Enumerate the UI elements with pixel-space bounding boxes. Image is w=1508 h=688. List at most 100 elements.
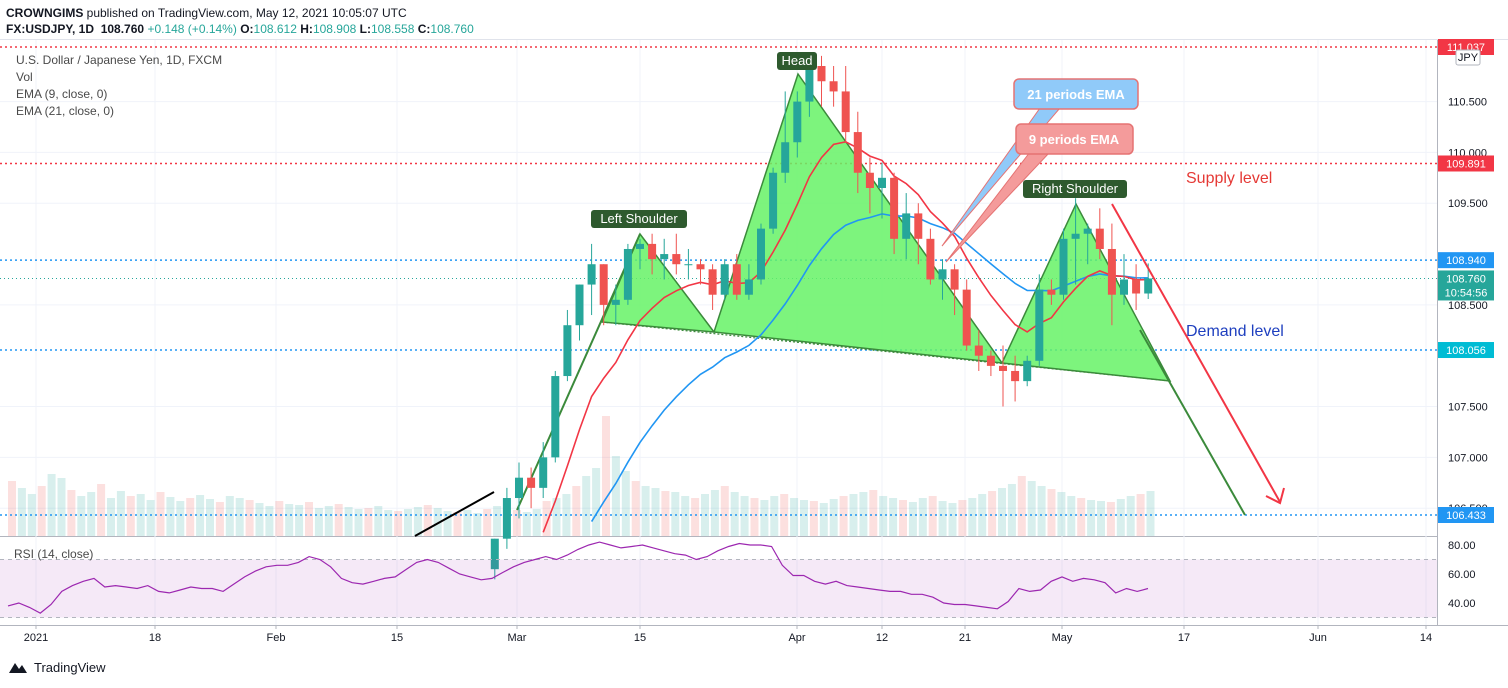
legend-rsi[interactable]: RSI (14, close) xyxy=(14,547,94,561)
publisher-name[interactable]: CROWNGIMS xyxy=(6,6,84,20)
volume-bar xyxy=(97,484,106,536)
volume-bar xyxy=(631,481,640,536)
publisher-line: CROWNGIMS published on TradingView.com, … xyxy=(6,5,474,21)
footer-brand[interactable]: TradingView xyxy=(8,660,106,675)
candle-body xyxy=(515,477,523,499)
time-tick-label: 21 xyxy=(959,632,971,644)
volume-bar xyxy=(552,498,561,536)
volume-bar xyxy=(344,507,353,536)
volume-bar xyxy=(116,491,125,536)
volume-bar xyxy=(225,496,234,536)
open-label: O: xyxy=(240,22,254,36)
volume-bar xyxy=(730,492,739,536)
volume-bar xyxy=(314,508,323,536)
rsi-line xyxy=(7,541,1149,614)
price-badge xyxy=(1438,252,1494,269)
candle-body xyxy=(926,238,935,280)
volume-bar xyxy=(750,498,759,536)
candle-body xyxy=(575,284,584,326)
volume-bar xyxy=(77,496,86,536)
candle-body xyxy=(672,254,681,265)
volume-bar xyxy=(720,486,729,536)
time-axis[interactable]: 2021 18 Feb 15 Mar 15 Apr 12 21 May 17 Jun 14 xyxy=(24,625,1432,644)
volume-bar xyxy=(819,503,828,536)
volume-bar xyxy=(542,501,551,536)
head-label-bg xyxy=(777,52,817,70)
currency-badge[interactable] xyxy=(1455,49,1481,66)
volume-bar xyxy=(1017,476,1026,536)
legend-ema9[interactable]: EMA (9, close, 0) xyxy=(16,87,108,101)
ema9-callout-label: 9 periods EMA xyxy=(1029,132,1120,147)
ema21-callout-label: 21 periods EMA xyxy=(1027,87,1125,102)
published-text: published on TradingView.com, May 12, 20… xyxy=(83,6,407,20)
legend-ema21[interactable]: EMA (21, close, 0) xyxy=(16,104,115,118)
candle-body xyxy=(1059,238,1068,295)
close-label: C: xyxy=(417,22,431,36)
right-shoulder-label-bg xyxy=(1023,180,1127,198)
candle-body xyxy=(1120,279,1128,295)
currency-badge-label: JPY xyxy=(1458,52,1479,64)
volume-bar xyxy=(592,468,601,536)
high-label: H: xyxy=(300,22,313,36)
annotations: Head Left Shoulder Right Shoulder 21 period… xyxy=(591,52,1285,505)
rally-trendline xyxy=(516,233,641,511)
volume-bar xyxy=(899,500,907,536)
volume-bar xyxy=(760,500,769,536)
candle-body xyxy=(1011,370,1020,382)
candle-body xyxy=(551,376,560,458)
rsi-band-fill xyxy=(0,559,1437,618)
candle-body xyxy=(757,228,765,280)
volume-bar xyxy=(681,496,690,536)
demand-level-label: Demand level xyxy=(1186,323,1284,340)
candle-body xyxy=(878,177,886,188)
rsi-tick-label: 60.00 xyxy=(1448,569,1476,581)
candle-body xyxy=(902,213,911,239)
volume-bar xyxy=(176,501,185,536)
time-tick-label: Feb xyxy=(267,632,286,644)
time-tick-label: 15 xyxy=(391,632,403,644)
low-value: 108.558 xyxy=(371,22,415,36)
volume-bar xyxy=(235,498,244,536)
volume-bar xyxy=(800,500,808,536)
volume-bar xyxy=(918,498,927,536)
candle-body xyxy=(660,254,669,260)
candle-body xyxy=(938,269,947,280)
time-tick-label: 17 xyxy=(1178,632,1190,644)
volume-bar xyxy=(334,504,343,536)
volume-bar xyxy=(1057,492,1066,536)
price-axis[interactable]: 110.500110.000109.500108.500107.500107.0… xyxy=(1438,39,1494,610)
time-tick-label: Mar xyxy=(508,632,527,644)
volume-bar xyxy=(998,488,1006,536)
tradingview-logo-icon xyxy=(9,662,27,673)
volume-bar xyxy=(57,478,66,536)
symbol-label[interactable]: FX:USDJPY, 1D xyxy=(6,22,95,36)
legend-title[interactable]: U.S. Dollar / Japanese Yen, 1D, FXCM xyxy=(16,53,223,67)
price-badge xyxy=(1438,284,1494,301)
volume-bar xyxy=(423,505,432,536)
candle-body xyxy=(1132,279,1141,294)
candle-body xyxy=(599,264,608,305)
candle-body xyxy=(720,264,729,295)
rsi-pane xyxy=(0,541,1437,618)
volume-bar xyxy=(522,512,531,536)
volume-bar xyxy=(908,502,917,536)
candle-body xyxy=(805,66,814,102)
volume-bar xyxy=(463,510,472,536)
volume-bar xyxy=(1077,498,1086,536)
volume-bar xyxy=(384,510,393,536)
volume-bar xyxy=(839,496,848,536)
candle-body xyxy=(587,264,596,285)
price-badge xyxy=(1438,342,1494,359)
candle-body xyxy=(1071,233,1080,239)
candle-body xyxy=(1107,248,1116,295)
volume-bar xyxy=(354,509,363,536)
candle-body xyxy=(890,177,899,239)
price-badge-label: 108.056 xyxy=(1446,345,1486,357)
price-tick-label: 107.000 xyxy=(1448,452,1488,464)
volume-bar xyxy=(146,500,155,536)
legend-vol[interactable]: Vol xyxy=(16,70,33,84)
supply-level-label: Supply level xyxy=(1186,170,1272,187)
candle-body xyxy=(490,538,499,570)
volume-bar xyxy=(47,474,56,536)
